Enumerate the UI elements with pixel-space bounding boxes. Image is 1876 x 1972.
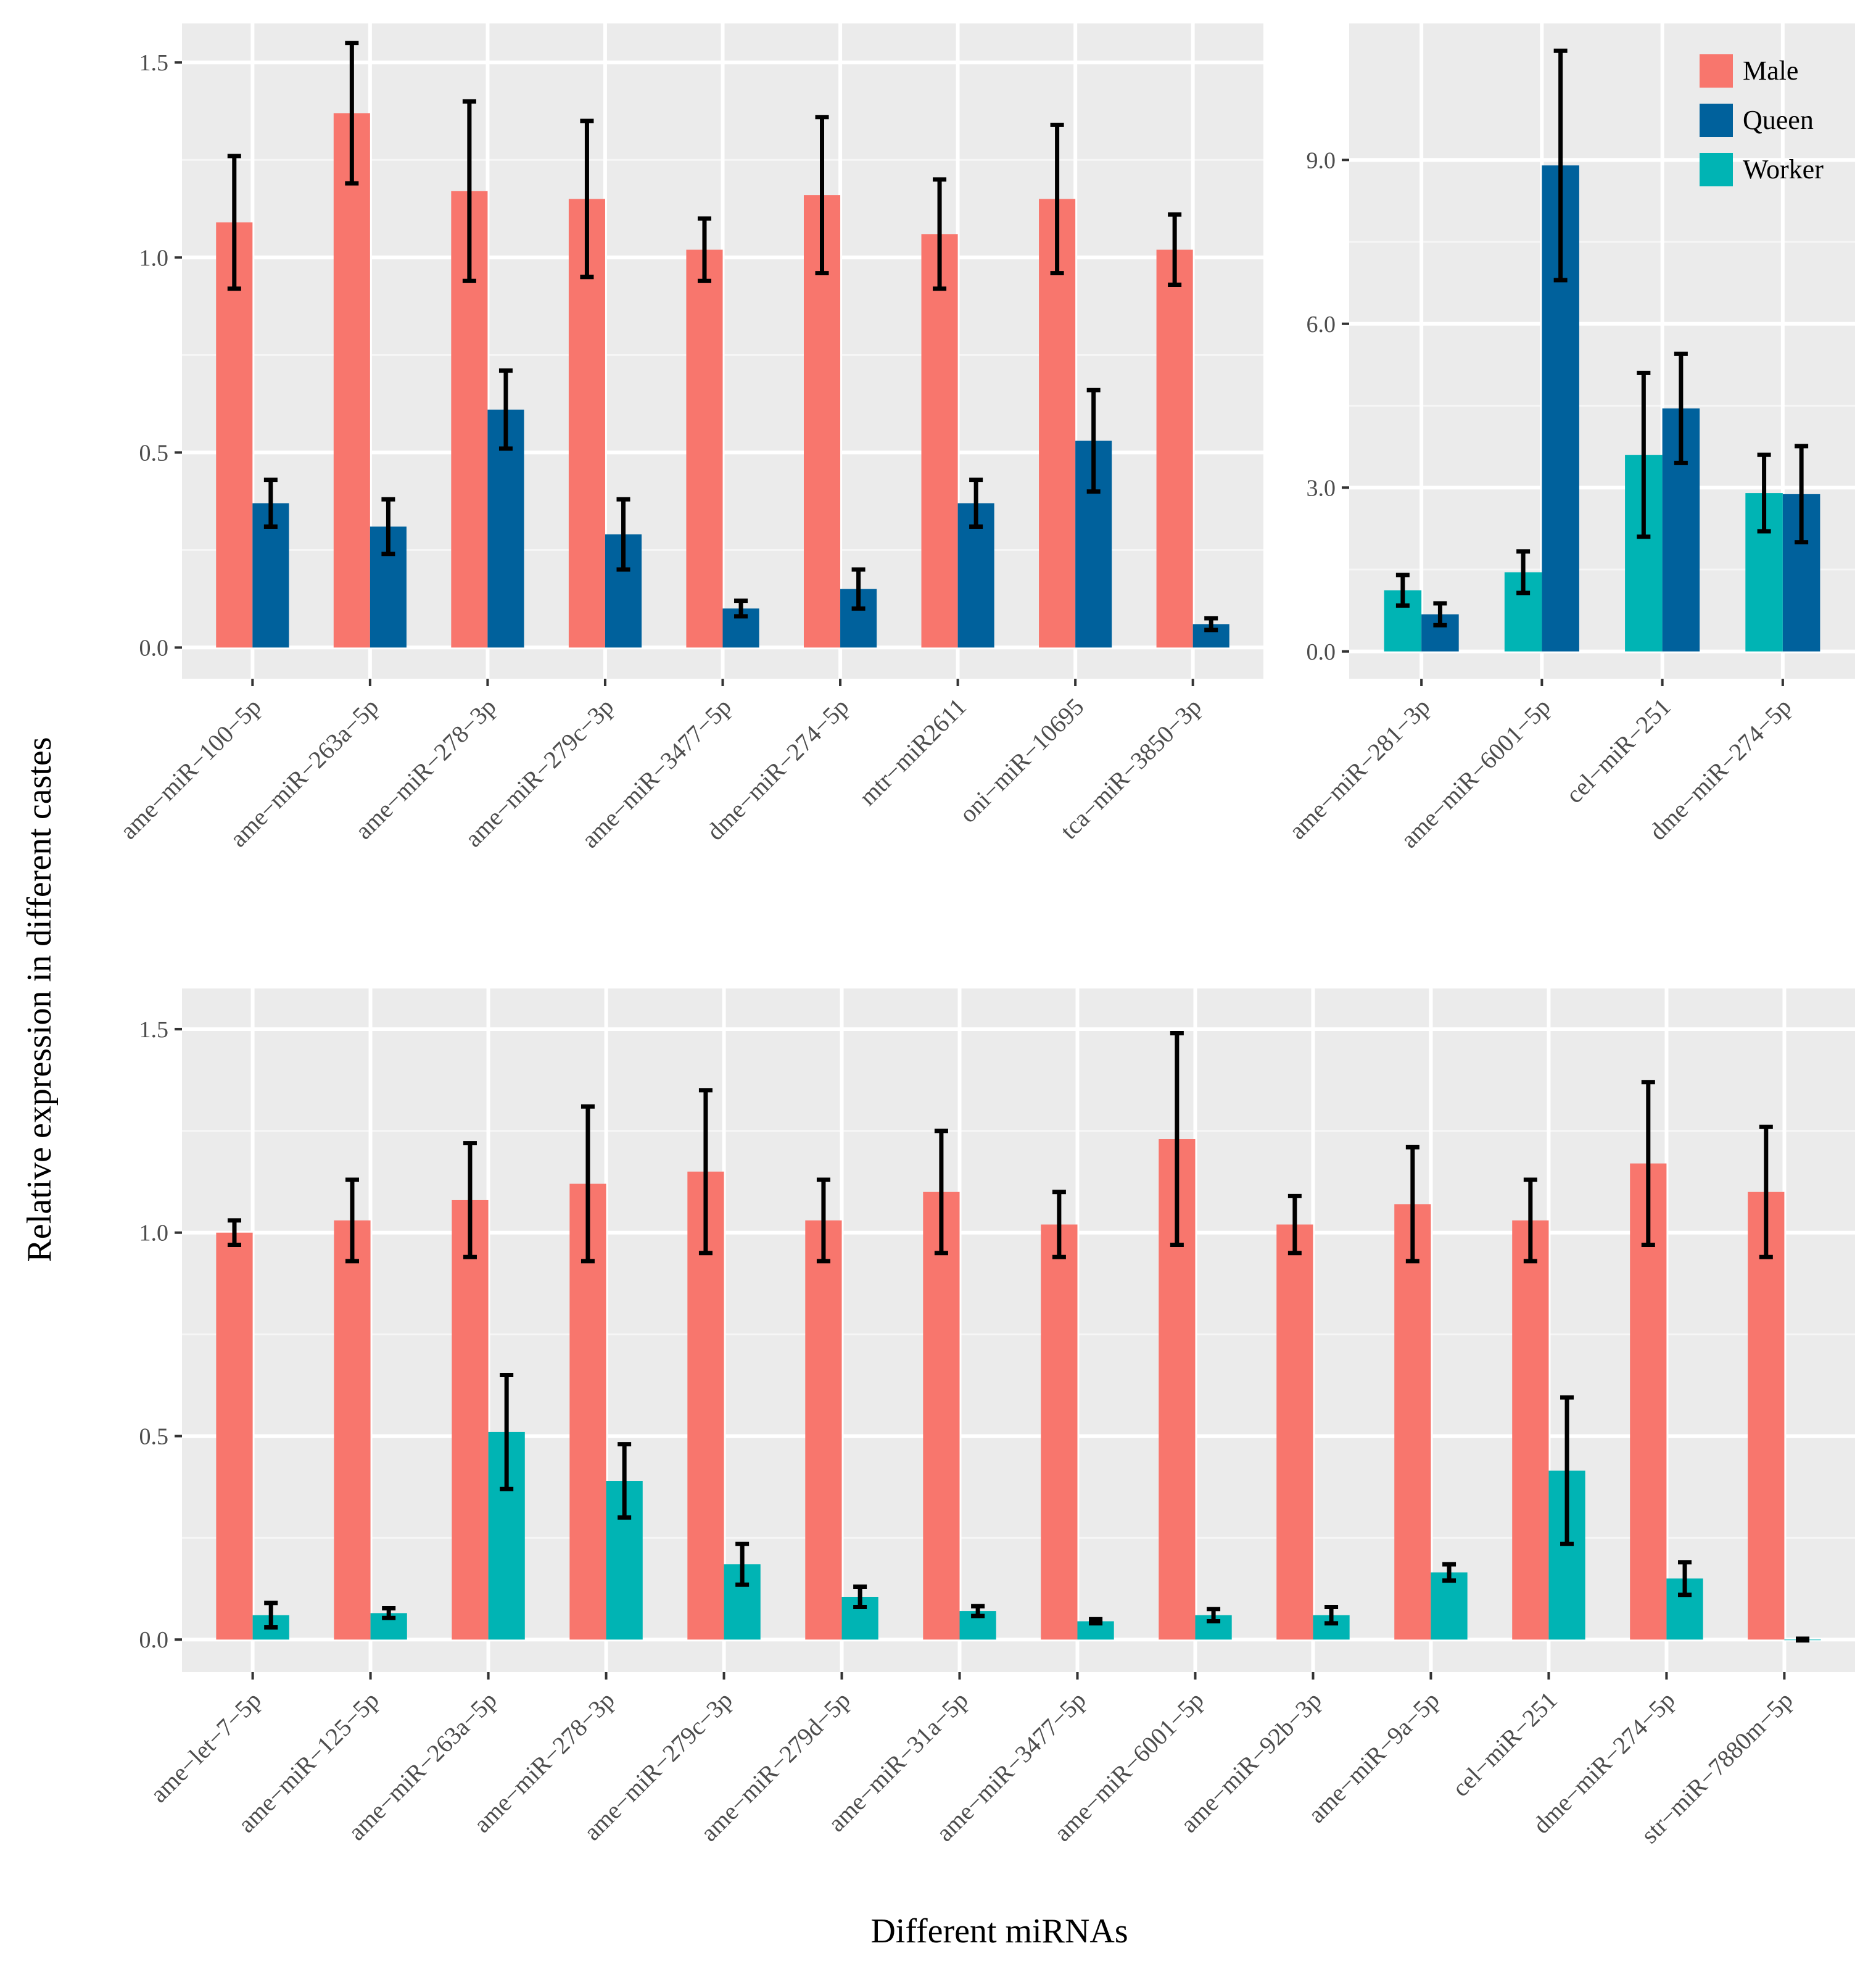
y-tick-label: 0.0 <box>139 1627 169 1653</box>
legend-label-queen: Queen <box>1743 105 1814 135</box>
legend-swatch-male <box>1700 54 1733 88</box>
panel-background <box>182 988 1855 1672</box>
error-bar-worker <box>1796 1636 1810 1643</box>
y-axis-title: Relative expression in different castes <box>20 737 59 1262</box>
legend: Male Queen Worker <box>1700 54 1824 186</box>
error-bar-male <box>227 154 241 291</box>
error-bar-queen <box>851 567 866 611</box>
error-bar-male <box>697 216 711 283</box>
bar-male <box>686 249 723 648</box>
bar-male <box>1156 249 1193 648</box>
x-axis-title: Different miRNAs <box>870 1912 1128 1950</box>
error-bar-male <box>1170 1031 1184 1247</box>
y-tick-label: 1.5 <box>139 1017 169 1043</box>
error-bar-queen <box>734 599 748 619</box>
y-tick-label: 0.5 <box>139 440 169 466</box>
error-bar-queen <box>381 497 395 557</box>
bar-male <box>452 1199 489 1640</box>
error-bar-queen <box>1086 387 1101 494</box>
error-bar-queen <box>498 368 513 451</box>
error-bar-queen <box>1553 48 1568 283</box>
bar-male <box>333 113 370 648</box>
bar-male <box>805 1220 842 1640</box>
y-tick-label: 0.0 <box>139 635 169 661</box>
error-bar-worker <box>382 1605 396 1620</box>
error-bar-worker <box>1637 370 1651 539</box>
error-bar-queen <box>969 478 983 529</box>
error-bar-male <box>581 1104 595 1264</box>
error-bar-male <box>580 118 594 280</box>
error-bar-worker <box>1678 1560 1692 1597</box>
y-tick-label: 1.5 <box>139 50 169 76</box>
error-bar-male <box>816 1177 830 1264</box>
error-bar-queen <box>263 478 278 529</box>
bar-male <box>921 234 958 648</box>
bar-male <box>1748 1191 1785 1640</box>
error-bar-worker <box>1089 1617 1103 1626</box>
bar-male <box>1394 1204 1431 1640</box>
error-bar-male <box>1168 212 1182 288</box>
y-tick-label: 3.0 <box>1307 475 1336 501</box>
error-bar-worker <box>1324 1604 1339 1626</box>
legend-label-worker: Worker <box>1743 154 1824 184</box>
error-bar-worker <box>264 1601 278 1630</box>
error-bar-male <box>1050 122 1064 276</box>
error-bar-male <box>1523 1177 1537 1264</box>
error-bar-male <box>698 1088 713 1256</box>
error-bar-worker <box>1207 1607 1221 1624</box>
bar-male <box>1041 1224 1078 1640</box>
error-bar-male <box>463 1141 477 1259</box>
y-tick-label: 1.0 <box>139 1220 169 1246</box>
error-bar-worker <box>853 1585 867 1609</box>
error-bar-male <box>815 115 829 276</box>
error-bar-queen <box>1204 616 1218 632</box>
bar-male <box>1512 1220 1549 1640</box>
error-bar-male <box>1759 1124 1773 1259</box>
bar-male <box>1276 1224 1313 1640</box>
y-tick-label: 6.0 <box>1307 312 1336 338</box>
error-bar-male <box>933 177 947 291</box>
y-tick-label: 0.0 <box>1307 639 1336 665</box>
error-bar-worker <box>1442 1562 1457 1583</box>
legend-swatch-queen <box>1700 104 1733 137</box>
legend-swatch-worker <box>1700 153 1733 186</box>
error-bar-worker <box>1560 1395 1574 1546</box>
error-bar-male <box>1287 1193 1302 1256</box>
error-bar-male <box>345 41 359 186</box>
error-bar-male <box>345 1177 359 1264</box>
error-bar-male <box>934 1129 948 1256</box>
error-bar-queen <box>1674 351 1688 465</box>
error-bar-worker <box>1757 452 1771 534</box>
legend-label-male: Male <box>1743 56 1798 86</box>
y-tick-label: 1.0 <box>139 245 169 271</box>
error-bar-male <box>227 1218 241 1247</box>
bar-male <box>216 222 253 648</box>
error-bar-male <box>1405 1145 1419 1264</box>
error-bar-worker <box>1516 549 1531 595</box>
error-bar-worker <box>618 1442 632 1520</box>
error-bar-worker <box>1395 573 1410 608</box>
error-bar-worker <box>735 1541 750 1587</box>
error-bar-male <box>1641 1080 1655 1247</box>
y-tick-label: 0.5 <box>139 1423 169 1449</box>
y-tick-label: 9.0 <box>1307 147 1336 173</box>
error-bar-queen <box>616 497 630 572</box>
error-bar-queen <box>1433 601 1447 628</box>
bar-worker <box>1431 1572 1468 1640</box>
error-bar-worker <box>500 1373 514 1491</box>
bar-male <box>923 1191 960 1640</box>
error-bar-worker <box>971 1604 985 1618</box>
error-bar-male <box>462 99 476 283</box>
panel-top-right: 0.03.06.09.0ame−miR−281−3pame−miR−6001−5… <box>1283 23 1855 853</box>
error-bar-male <box>1052 1190 1066 1259</box>
error-bar-queen <box>1795 444 1809 545</box>
bar-male <box>334 1220 371 1640</box>
bar-male <box>216 1232 253 1640</box>
